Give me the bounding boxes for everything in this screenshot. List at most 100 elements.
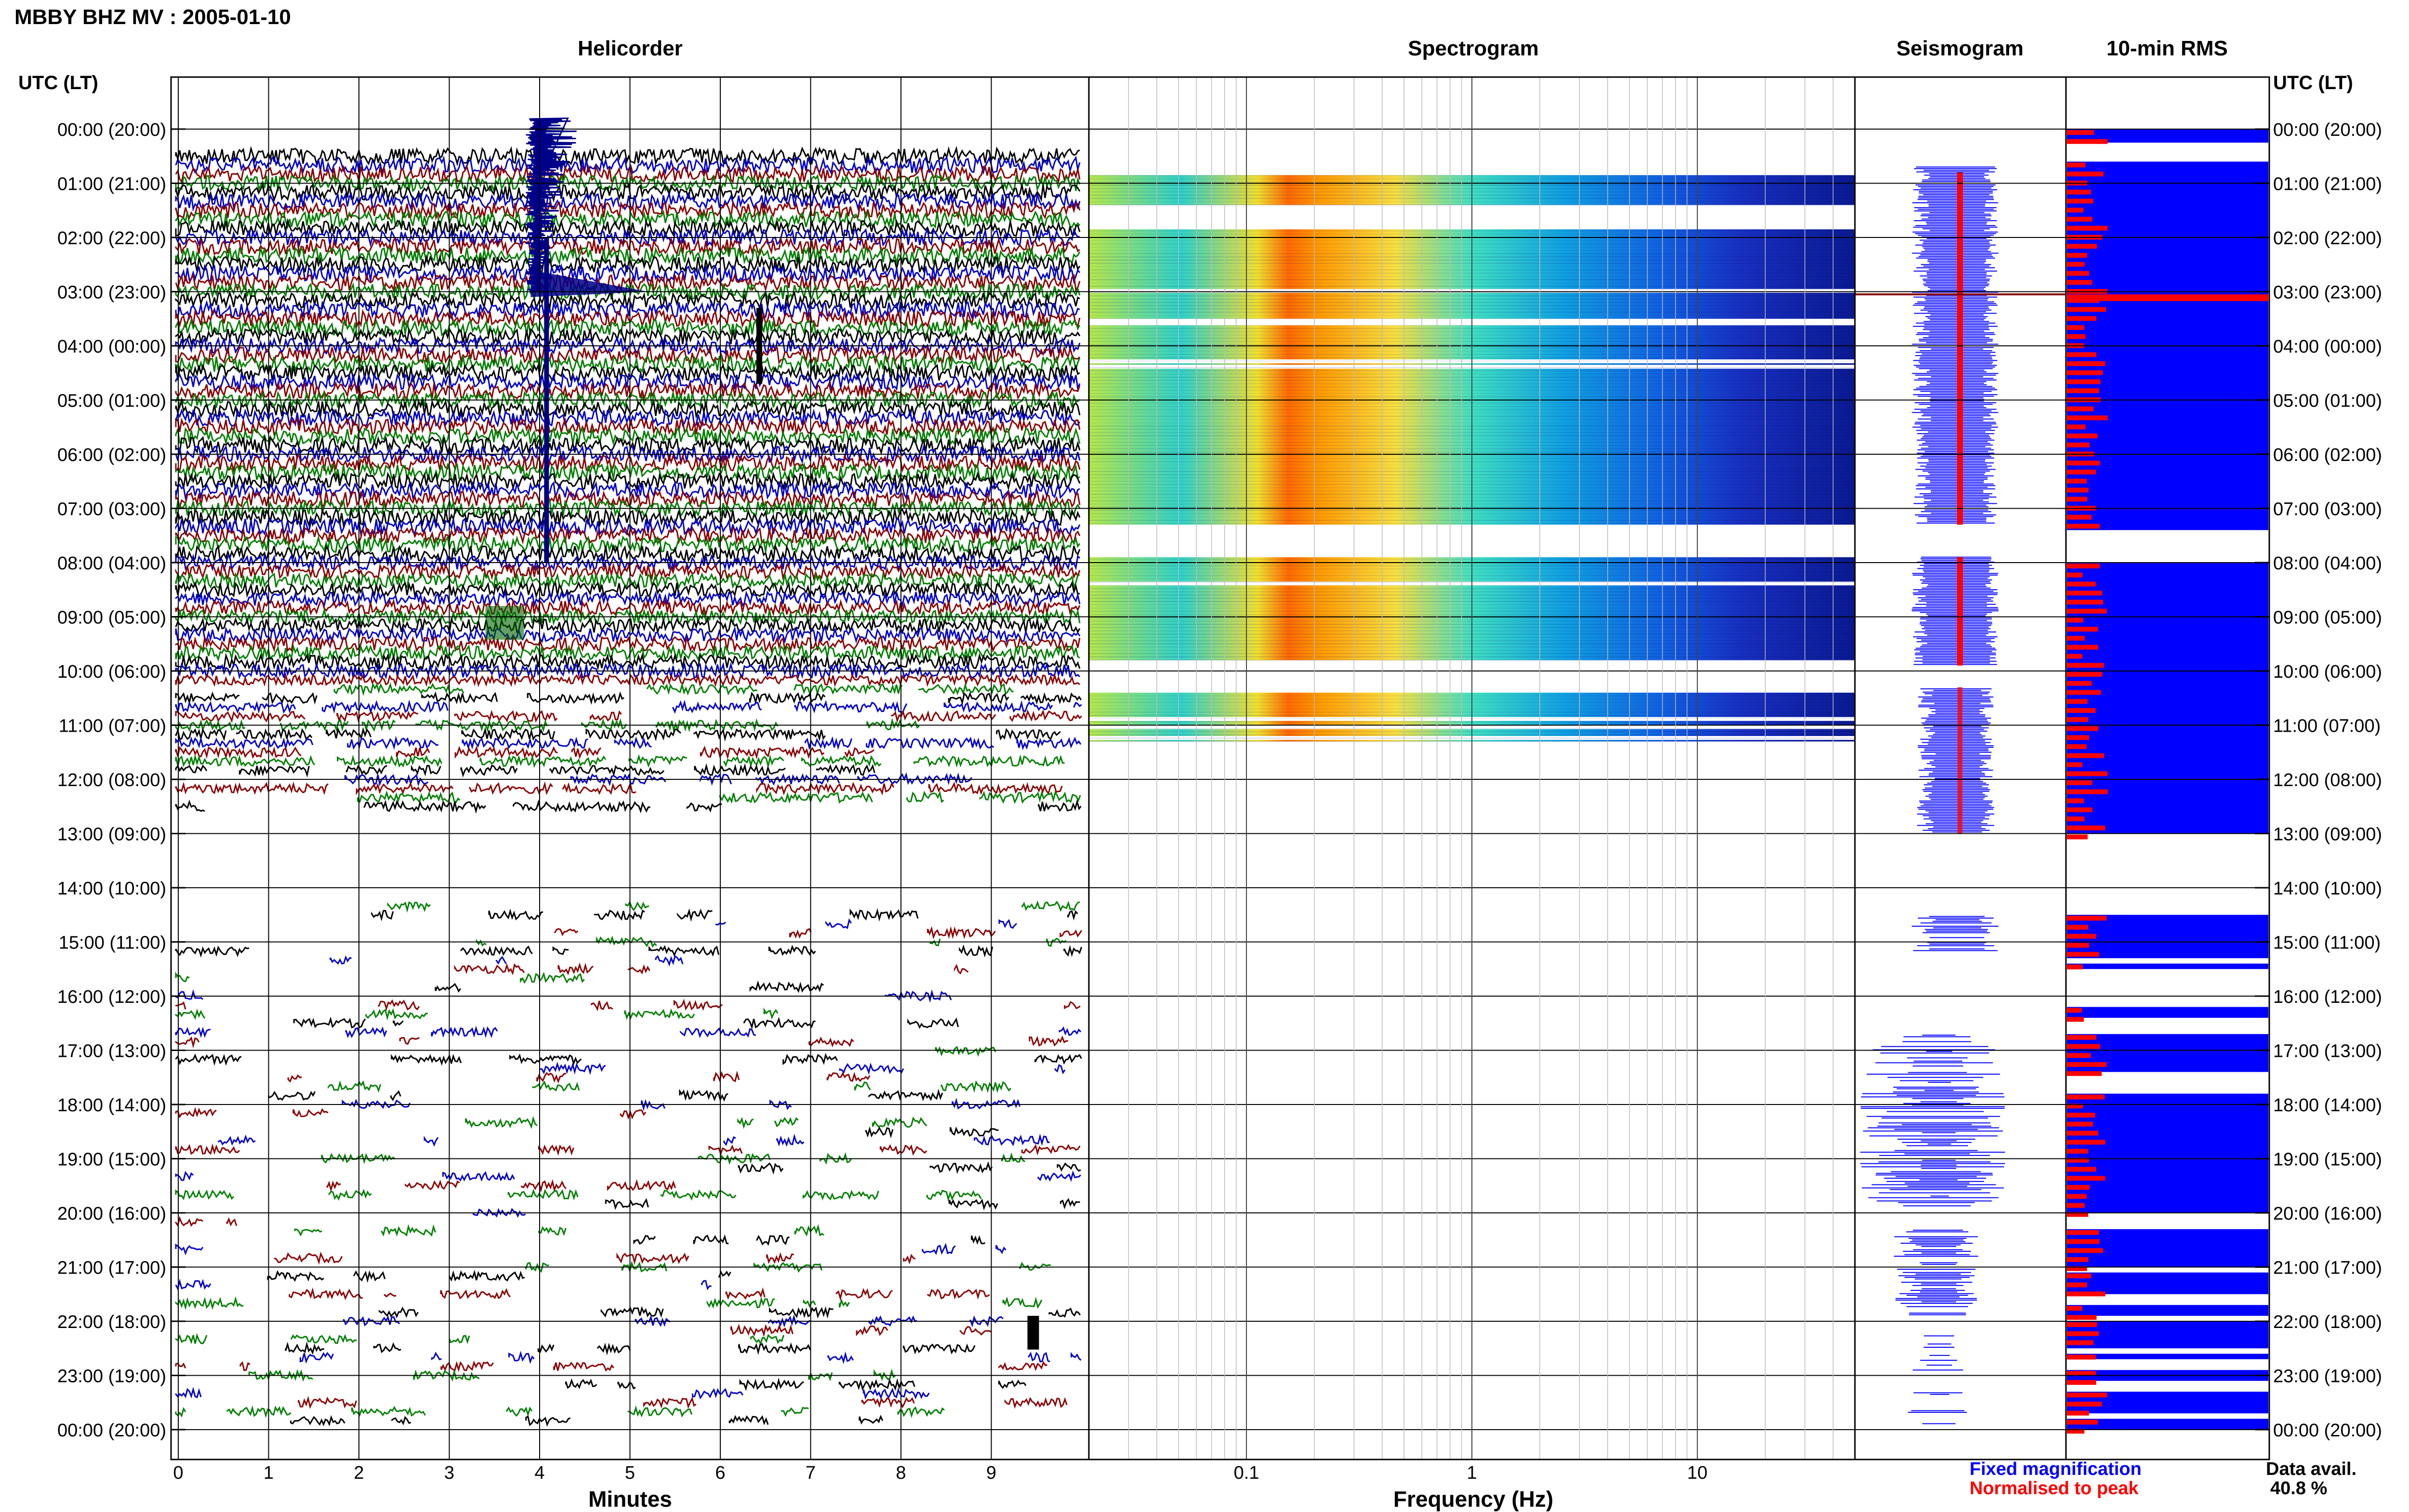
helicorder-trace [405,1180,460,1190]
rms-red-bar [2067,1306,2082,1311]
time-label-right: 11:00 (07:00) [2273,716,2381,736]
helicorder-trace [175,263,1081,284]
helicorder-trace [175,1170,194,1181]
helicorder-trace [879,1144,927,1156]
helicorder-trace [805,736,853,750]
helicorder-trace [298,1395,357,1409]
rms-red-bar [2067,1340,2094,1345]
helicorder-trace [290,1415,345,1427]
helicorder-trace [1038,799,1082,812]
time-label-left: 00:00 (20:00) [57,120,166,140]
helicorder-trace [454,963,525,975]
helicorder-trace [175,516,1081,537]
time-label-right: 05:00 (01:00) [2273,391,2382,411]
helicorder-trace [175,635,1081,654]
time-label-left: 16:00 (12:00) [57,987,166,1007]
helicorder-trace [647,682,758,696]
helicorder-trace [655,718,779,733]
rms-red-bar [2067,1266,2087,1271]
helicorder-trace [175,281,1081,302]
helicorder-trace [479,754,607,768]
helicorder-trace [1063,945,1083,957]
minute-tick-label: 0 [173,1463,183,1483]
rms-red-bar [2067,744,2087,749]
time-label-right: 12:00 (08:00) [2273,770,2382,790]
helicorder-trace [1016,736,1082,750]
helicorder-trace [396,747,430,758]
helicorder-trace [903,1253,916,1265]
helicorder-trace [794,700,908,713]
helicorder-trace [175,471,1081,492]
helicorder-trace [345,764,387,776]
helicorder-trace [725,1287,766,1300]
helicorder-trace [175,362,1080,383]
helicorder-trace [1029,1035,1068,1047]
helicorder-trace [175,1362,186,1369]
helicorder-trace [1073,701,1082,708]
helicorder-trace [357,790,461,804]
helicorder-trace [509,1053,582,1066]
helicorder-trace [175,1053,242,1066]
helicorder-trace [175,489,1081,510]
time-label-right: 21:00 (17:00) [2273,1258,2382,1278]
time-header-left: UTC (LT) [18,72,98,93]
helicorder-trace [175,753,316,767]
helicorder-trace [918,683,1014,696]
rms-red-bar [2067,600,2104,605]
rms-red-bar [2067,1062,2107,1067]
helicorder-trace [226,1405,291,1418]
helicorder-trace [998,1361,1047,1371]
helicorder-trace [175,580,1080,599]
rms-red-bar [2067,316,2096,321]
helicorder-trace [175,317,1081,338]
helicorder-trace [885,989,952,1003]
minute-tick-label: 4 [534,1463,544,1483]
helicorder-trace [866,736,994,750]
time-label-right: 14:00 (10:00) [2273,879,2382,899]
helicorder-trace [627,1405,693,1418]
helicorder-trace [442,1171,515,1182]
rms-red-bar [2067,943,2089,948]
helicorder-trace [617,1381,636,1390]
helicorder-trace [660,1189,737,1201]
helicorder-trace [655,955,684,967]
helicorder-trace [868,1089,943,1102]
rms-red-bar [2067,572,2083,578]
rms-red-bar [2067,1167,2096,1172]
rms-red-bar [2067,1017,2084,1022]
helicorder-trace [378,999,420,1011]
helicorder-trace [175,562,1081,581]
time-label-left: 01:00 (21:00) [57,174,166,195]
rms-red-bar [2067,789,2108,794]
helicorder-trace [782,1052,838,1065]
time-label-right: 17:00 (13:00) [2273,1041,2382,1062]
rms-red-bar [2067,1176,2105,1181]
time-label-left: 07:00 (03:00) [57,500,166,520]
helicorder-trace [539,1062,606,1075]
rms-red-bar [2067,487,2089,493]
helicorder-trace [553,1361,614,1372]
time-label-left: 09:00 (05:00) [57,608,166,628]
rms-red-bar [2067,139,2108,144]
rms-red-bar [2067,1008,2082,1013]
seismogram-normalised-3 [1958,687,1962,834]
rms-red-bar [2067,1044,2100,1049]
helicorder-trace [1009,709,1082,722]
helicorder-trace [440,1360,494,1372]
time-label-left: 18:00 (14:00) [57,1095,166,1116]
time-label-right: 10:00 (06:00) [2273,662,2382,682]
rms-red-bar [2067,708,2096,713]
rms-bar-5 [2067,1007,2268,1018]
helicorder-trace [1001,1152,1025,1163]
helicorder-trace [641,1099,666,1111]
helicorder-trace [874,1368,896,1381]
helicorder-trace [379,1306,419,1318]
time-label-right: 19:00 (15:00) [2273,1150,2382,1170]
helicorder-trace [175,344,1081,366]
helicorder-trace [465,1116,538,1129]
helicorder-trace [175,644,1080,662]
helicorder-trace [175,1107,217,1118]
helicorder-trace [236,728,313,740]
helicorder-trace [175,1143,240,1155]
helicorder-trace [763,1007,779,1020]
